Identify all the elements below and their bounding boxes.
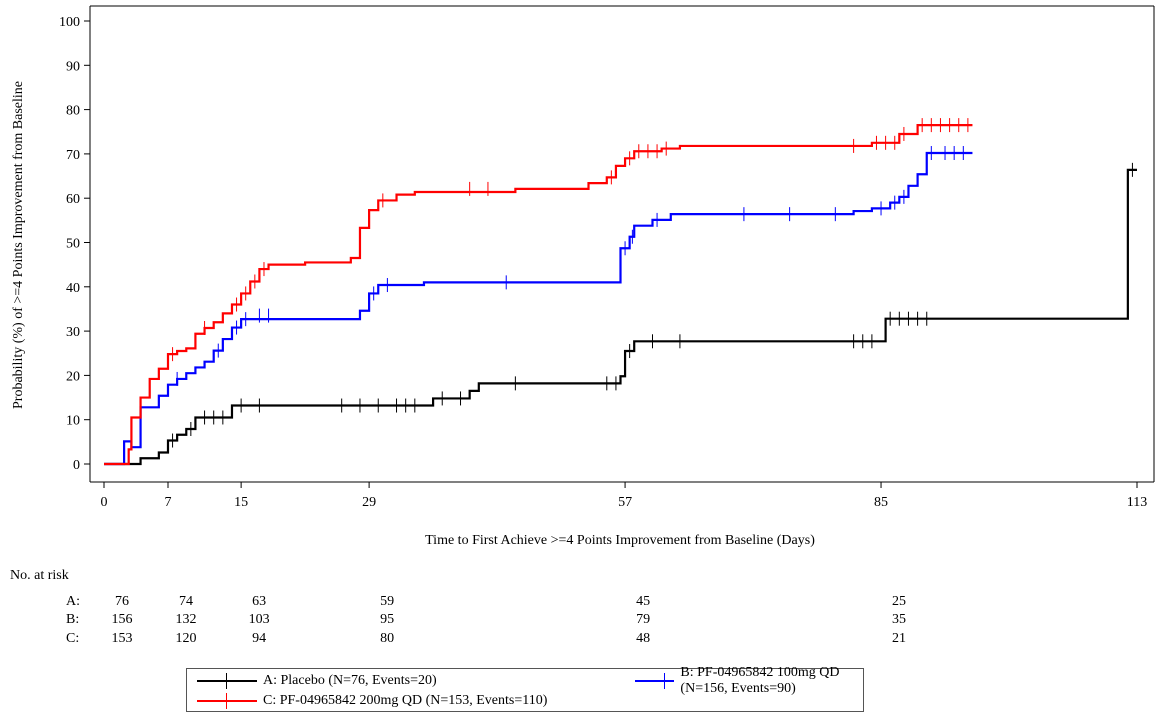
y-tick-label: 90	[66, 59, 80, 74]
risk-cell: 120	[175, 631, 197, 646]
risk-cell: 74	[178, 594, 193, 609]
series-line-a	[104, 168, 1137, 466]
risk-cell: 48	[636, 631, 651, 646]
legend-item-b: B: PF-04965842 100mg QD (N=156, Events=9…	[635, 665, 863, 696]
series-a	[104, 162, 1137, 466]
risk-cell: 79	[636, 612, 651, 627]
y-tick-label: 80	[66, 104, 80, 119]
risk-cell: 80	[380, 631, 395, 646]
y-tick-label: 10	[66, 414, 80, 429]
plot-axes: 0 10 20 30 40 50 60 70 80 90 100 0 7 15 29 57 85 113	[59, 5, 1155, 510]
risk-cell: 45	[636, 594, 651, 609]
risk-cell: 63	[252, 594, 267, 609]
risk-cell: 25	[892, 594, 907, 609]
y-tick-label: 40	[66, 281, 80, 296]
series-line-b	[104, 151, 973, 466]
x-tick-label: 29	[362, 495, 376, 510]
risk-cell: 76	[115, 594, 129, 609]
x-tick-label: 7	[164, 495, 171, 510]
risk-cell: 21	[892, 631, 907, 646]
risk-row-b: B: 156 132 103 95 79 35	[0, 612, 1161, 630]
legend-swatch-b	[635, 673, 675, 689]
y-tick-label: 50	[66, 237, 80, 252]
y-tick-label: 100	[59, 15, 80, 30]
kaplan-meier-chart: 0 10 20 30 40 50 60 70 80 90 100 0 7 15 29 57 85 113 Prob…	[11, 5, 1155, 548]
risk-row-label: C:	[66, 631, 80, 646]
x-tick-label: 85	[874, 495, 888, 510]
legend-label-b: B: PF-04965842 100mg QD (N=156, Events=9…	[680, 665, 840, 696]
y-tick-label: 0	[73, 458, 80, 473]
legend-label-c: C: PF-04965842 200mg QD (N=153, Events=1…	[263, 693, 548, 708]
y-tick-label: 60	[66, 192, 80, 207]
x-tick-label: 0	[101, 495, 108, 510]
risk-row-c: C: 153 120 94 80 48 21	[0, 631, 1161, 649]
x-tick-label: 15	[234, 495, 248, 510]
x-tick-label: 57	[618, 495, 632, 510]
risk-cell: 132	[175, 612, 197, 627]
legend-item-c: C: PF-04965842 200mg QD (N=153, Events=1…	[197, 691, 547, 711]
risk-cell: 35	[892, 612, 907, 627]
x-tick-label: 113	[1127, 495, 1147, 510]
legend-swatch-c	[197, 693, 257, 709]
legend: A: Placebo (N=76, Events=20) B: PF-04965…	[186, 665, 864, 712]
series-b	[104, 146, 973, 466]
risk-cell: 59	[380, 594, 395, 609]
risk-cell: 95	[380, 612, 395, 627]
risk-cell: 103	[248, 612, 270, 627]
series-line-c	[104, 124, 973, 466]
legend-label-a: A: Placebo (N=76, Events=20)	[263, 673, 437, 688]
risk-table-title: No. at risk	[10, 568, 69, 583]
y-tick-label: 30	[66, 325, 80, 340]
y-tick-label: 20	[66, 369, 80, 384]
risk-row-label: B:	[66, 612, 80, 627]
plot-series	[104, 118, 1137, 466]
series-c	[104, 118, 973, 466]
y-axis-label: Probability (%) of >=4 Points Improvemen…	[11, 81, 26, 409]
risk-cell: 156	[111, 612, 133, 627]
legend-swatch-a	[197, 673, 257, 689]
risk-cell: 94	[252, 631, 267, 646]
legend-item-a: A: Placebo (N=76, Events=20)	[197, 671, 437, 691]
risk-cell: 153	[111, 631, 133, 646]
x-axis-label: Time to First Achieve >=4 Points Improve…	[425, 533, 815, 548]
risk-row-label: A:	[66, 594, 80, 609]
y-tick-label: 70	[66, 148, 80, 163]
risk-row-a: A: 76 74 63 59 45 25	[0, 594, 1161, 612]
